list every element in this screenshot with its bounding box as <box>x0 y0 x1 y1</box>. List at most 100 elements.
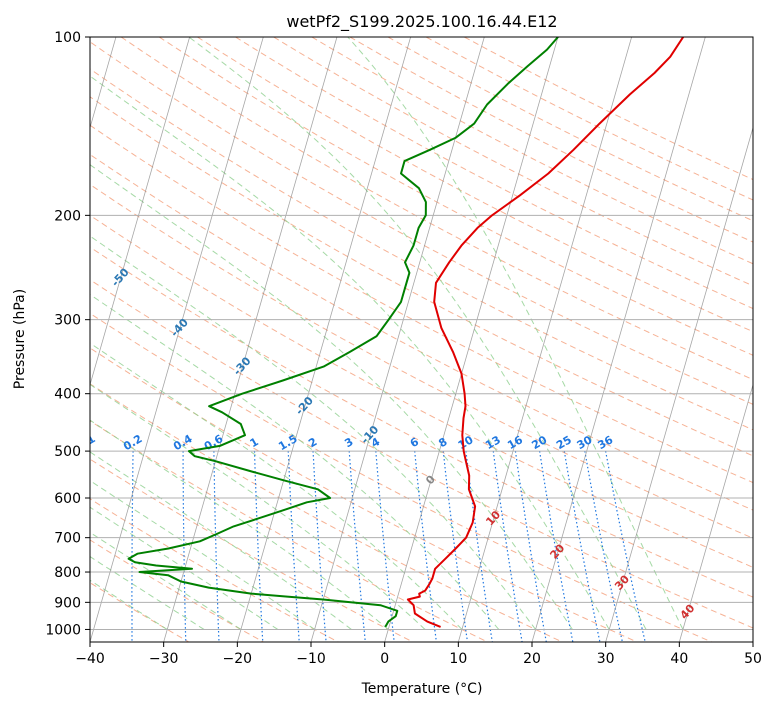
dry-adiabat-line <box>90 498 339 642</box>
x-tick-label: −30 <box>149 651 179 667</box>
y-tick-label: 500 <box>54 444 81 460</box>
x-tick-label: −10 <box>296 651 326 667</box>
y-tick-label: 900 <box>54 595 81 611</box>
x-tick-label: 10 <box>449 651 467 667</box>
mixing-ratio-line <box>563 451 601 642</box>
upper-isotherm-label: -70 <box>0 169 12 193</box>
isotherm-label: 20 <box>547 541 567 561</box>
dry-adiabat-line <box>90 347 638 642</box>
moist-adiabat-line <box>188 37 647 630</box>
isotherm-line <box>236 37 412 642</box>
y-tick-label: 700 <box>54 531 81 547</box>
moist-adiabat-line <box>90 342 463 630</box>
mixing-ratio-label: 16 <box>505 433 525 452</box>
dry-adiabat-line <box>158 37 753 356</box>
x-tick-label: −20 <box>223 651 253 667</box>
mixing-ratio-line <box>514 451 547 642</box>
dry-adiabat-line <box>90 420 488 642</box>
pressure-gridlines <box>90 37 753 630</box>
mixing-ratio-label: 36 <box>595 433 615 452</box>
x-tick-label: 50 <box>744 651 762 667</box>
upper-isotherm-label: -30 <box>231 354 254 378</box>
mixing-ratio-label: 0.1 <box>74 432 97 453</box>
y-tick-label: 600 <box>54 491 81 507</box>
mixing-ratio-line <box>605 450 646 642</box>
mixing-ratio-label: 0.6 <box>202 432 226 453</box>
isotherm-line <box>457 37 633 642</box>
mixing-ratio-label: 0.2 <box>121 432 144 453</box>
dry-adiabat-line <box>120 37 753 381</box>
isotherm-line <box>90 37 264 642</box>
mixing-ratio-label: 30 <box>575 433 595 452</box>
moist-adiabats <box>90 37 684 630</box>
y-tick-label: 800 <box>54 565 81 581</box>
mixing-ratio-line <box>414 451 437 642</box>
isotherm-label: 10 <box>483 508 503 528</box>
mixing-ratio-line <box>253 451 264 642</box>
mixing-ratio-label: 6 <box>408 435 421 450</box>
y-axis: 100 200 300 400 500 600 700 800 900 1000 <box>45 30 90 638</box>
mixing-ratio-label: 8 <box>436 435 449 450</box>
mixing-ratio-label: 10 <box>456 433 476 452</box>
upper-isotherm-label: -50 <box>109 266 132 290</box>
moist-adiabat-line <box>90 75 610 630</box>
dry-adiabat-line <box>197 37 753 333</box>
dry-adiabat-line <box>387 37 753 222</box>
isotherm-label: 40 <box>678 602 698 622</box>
y-tick-label: 100 <box>54 30 81 46</box>
mixing-ratio-line <box>375 451 395 642</box>
x-tick-label: 30 <box>597 651 615 667</box>
isotherm-line <box>310 37 485 642</box>
dry-adiabat-line <box>90 41 753 405</box>
isotherm-line <box>90 37 191 387</box>
y-axis-title: Pressure (hPa) <box>12 289 28 389</box>
moist-adiabat-line <box>90 419 389 630</box>
mixing-ratio-line <box>584 450 623 642</box>
moist-adiabat-line <box>347 37 684 630</box>
y-tick-label: 200 <box>54 208 81 224</box>
chart-title: wetPf2_S199.2025.100.16.44.E12 <box>286 12 557 32</box>
dry-adiabat-line <box>90 279 753 629</box>
dry-adiabat-line <box>464 37 753 181</box>
mixing-ratio-line <box>492 451 523 642</box>
isotherm-label: 30 <box>612 572 632 592</box>
y-tick-label: 300 <box>54 313 81 329</box>
moist-adiabat-line <box>90 506 279 630</box>
mixing-ratio-line <box>213 451 220 642</box>
isotherm-line <box>531 37 706 642</box>
moist-adiabat-line <box>90 235 536 630</box>
moist-adiabat-line <box>90 383 426 630</box>
dry-adiabat-line <box>90 312 712 642</box>
x-tick-label: 0 <box>380 651 389 667</box>
dry-adiabat-line <box>90 68 753 431</box>
moist-adiabat-line <box>90 293 500 630</box>
isotherm-line <box>605 126 753 642</box>
mixing-ratio-line <box>287 451 300 642</box>
dry-adiabats <box>90 37 753 642</box>
dry-adiabat-line <box>349 37 753 243</box>
dry-adiabat-line <box>235 37 753 310</box>
isotherm-line <box>163 37 338 642</box>
upper-isotherm-label: -20 <box>293 394 316 418</box>
isotherms <box>90 37 753 642</box>
isotherm-label: 0 <box>423 472 438 487</box>
dry-adiabat-line <box>90 183 753 539</box>
mixing-ratio-line <box>442 451 469 642</box>
dry-adiabat-line <box>273 37 753 287</box>
moist-adiabat-line <box>90 451 352 630</box>
mixing-ratio-label: 2 <box>306 435 319 450</box>
y-tick-label: 1000 <box>45 622 81 638</box>
temperature-profile-line <box>406 37 685 628</box>
x-axis-title: Temperature (°C) <box>361 681 483 697</box>
dry-adiabat-line <box>90 539 264 642</box>
dry-adiabat-line <box>90 458 414 642</box>
dry-adiabat-line <box>90 124 753 484</box>
dewpoint-profile-line <box>127 37 559 628</box>
y-tick-label: 400 <box>54 387 81 403</box>
dry-adiabat-line <box>90 96 753 457</box>
isotherm-line <box>752 640 753 642</box>
profile-series <box>127 37 685 628</box>
mixing-ratio-label: 1 <box>248 435 261 450</box>
mixing-ratio-line <box>82 451 86 642</box>
